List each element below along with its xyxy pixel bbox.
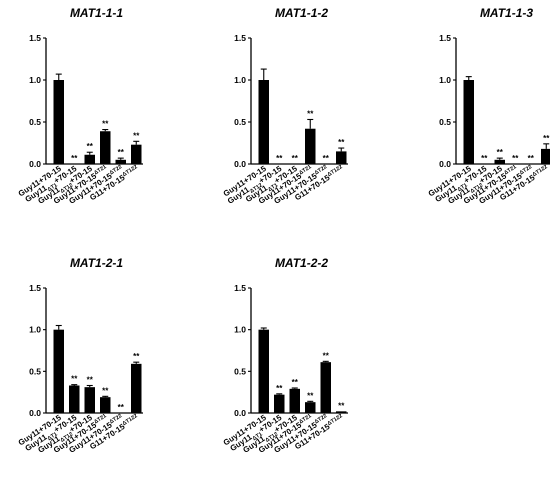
chart-title: MAT1-2-2 — [275, 256, 328, 270]
significance-label: ** — [133, 131, 140, 140]
category-label-sup: ΔT122 — [532, 164, 549, 178]
y-tick-label: 1.5 — [29, 33, 41, 43]
significance-label: ** — [307, 391, 314, 400]
y-tick-label: 0.5 — [439, 117, 451, 127]
significance-label: ** — [338, 401, 345, 410]
bar — [305, 402, 316, 413]
chart-title: MAT1-1-2 — [275, 6, 328, 20]
category-label-sub: ΔT1 — [47, 431, 59, 442]
category-label-sup: ΔT122 — [122, 164, 139, 178]
y-tick-label: 1.0 — [29, 75, 41, 85]
bar — [84, 387, 95, 413]
bar — [258, 80, 269, 164]
bar — [115, 159, 126, 164]
bar — [258, 329, 269, 413]
y-tick-label: 0.0 — [234, 408, 246, 418]
category-label-sub: ΔT1 — [47, 182, 59, 193]
significance-label: ** — [276, 154, 283, 163]
y-tick-label: 1.0 — [234, 325, 246, 335]
y-tick-label: 0.0 — [234, 159, 246, 169]
y-tick-label: 1.5 — [234, 33, 246, 43]
bar — [541, 148, 550, 164]
bar — [53, 80, 64, 164]
y-tick-label: 1.5 — [234, 283, 246, 293]
bar — [100, 131, 111, 164]
significance-label: ** — [133, 352, 140, 361]
bar — [463, 80, 474, 164]
y-tick-label: 1.0 — [29, 325, 41, 335]
y-tick-label: 0.0 — [29, 159, 41, 169]
category-label-sup: ΔT122 — [122, 413, 139, 427]
bar — [289, 388, 300, 413]
bar — [69, 385, 80, 413]
y-tick-label: 1.5 — [29, 283, 41, 293]
significance-label: ** — [323, 351, 330, 360]
significance-label: ** — [543, 134, 550, 143]
chart-panel: MAT1-1-20.00.51.01.5Guy11+70-15**Guy11ΔT… — [222, 6, 348, 206]
chart-panel: MAT1-1-30.00.51.01.5Guy11+70-15**Guy11ΔT… — [427, 6, 550, 206]
significance-label: ** — [307, 109, 314, 118]
significance-label: ** — [338, 138, 345, 147]
significance-label: ** — [323, 154, 330, 163]
significance-label: ** — [71, 154, 78, 163]
bar — [131, 144, 142, 164]
significance-label: ** — [87, 142, 94, 151]
significance-label: ** — [292, 154, 299, 163]
significance-label: ** — [118, 148, 125, 157]
bar — [131, 363, 142, 413]
bar — [305, 128, 316, 164]
significance-label: ** — [102, 120, 109, 129]
chart-title: MAT1-1-3 — [480, 6, 533, 20]
significance-label: ** — [71, 375, 78, 384]
bar — [494, 159, 505, 164]
category-label-sup: ΔT122 — [327, 164, 344, 178]
bar — [100, 397, 111, 413]
chart-panel: MAT1-1-10.00.51.01.5Guy11+70-15**Guy11ΔT… — [17, 6, 143, 206]
y-tick-label: 0.5 — [29, 366, 41, 376]
y-tick-label: 1.0 — [439, 75, 451, 85]
category-label-sub: ΔT1 — [267, 182, 279, 193]
significance-label: ** — [292, 378, 299, 387]
bar — [84, 154, 95, 164]
y-tick-label: 0.5 — [29, 117, 41, 127]
significance-label: ** — [512, 154, 519, 163]
chart-panel: MAT1-2-20.00.51.01.5Guy11+70-15**Guy11ΔT… — [222, 256, 348, 455]
y-tick-label: 1.0 — [234, 75, 246, 85]
chart-title: MAT1-2-1 — [70, 256, 123, 270]
y-tick-label: 0.5 — [234, 117, 246, 127]
significance-label: ** — [87, 376, 94, 385]
significance-label: ** — [118, 403, 125, 412]
significance-label: ** — [102, 386, 109, 395]
bar — [336, 411, 347, 413]
category-label-sub: ΔT1 — [252, 431, 264, 442]
y-tick-label: 0.0 — [439, 159, 451, 169]
significance-label: ** — [528, 154, 535, 163]
category-label-sub: ΔT1 — [457, 182, 469, 193]
bar — [53, 329, 64, 413]
bar — [336, 151, 347, 164]
chart-panel: MAT1-2-10.00.51.01.5Guy11+70-15**Guy11ΔT… — [17, 256, 143, 455]
chart-title: MAT1-1-1 — [70, 6, 123, 20]
category-label-sup: ΔT122 — [327, 413, 344, 427]
bar — [274, 394, 285, 413]
y-tick-label: 0.0 — [29, 408, 41, 418]
significance-label: ** — [276, 384, 283, 393]
significance-label: ** — [481, 154, 488, 163]
y-tick-label: 1.5 — [439, 33, 451, 43]
bar — [320, 362, 331, 413]
y-tick-label: 0.5 — [234, 366, 246, 376]
significance-label: ** — [497, 148, 504, 157]
